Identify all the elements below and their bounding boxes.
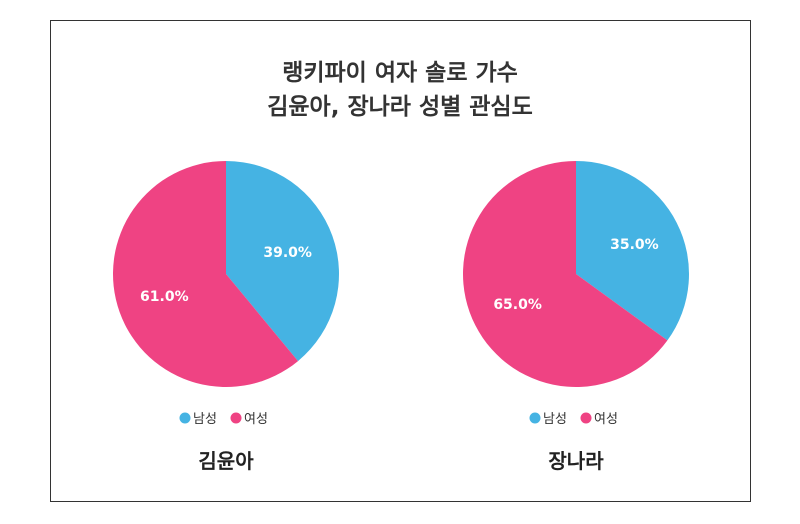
legend-label[interactable]: 여성 [244, 412, 268, 427]
legend-marker [529, 412, 541, 424]
pie-slice-1-1[interactable] [226, 161, 339, 362]
title-line-1: 랭키파이 여자 솔로 가수 [282, 60, 518, 86]
legend-marker [179, 412, 191, 424]
chart-title: 랭키파이 여자 솔로 가수 김윤아, 장나라 성별 관심도 [0, 56, 800, 124]
pie-slice-2-1[interactable] [576, 161, 689, 341]
legend-label[interactable]: 여성 [594, 412, 618, 427]
chart-frame [50, 20, 751, 502]
legend-label[interactable]: 남성 [543, 412, 567, 427]
data-label: 61.0% [140, 289, 189, 305]
legend-marker [230, 412, 242, 424]
data-label: 39.0% [263, 245, 312, 261]
pie-title: 김윤아 [198, 449, 254, 473]
legend-marker [580, 412, 592, 424]
data-label: 35.0% [610, 237, 659, 253]
pie-slice-1-2[interactable] [112, 161, 299, 387]
title-line-2: 김윤아, 장나라 성별 관심도 [267, 94, 533, 120]
pie-title: 장나라 [548, 449, 604, 473]
pie-slice-2-2[interactable] [463, 161, 668, 387]
legend-label[interactable]: 남성 [193, 412, 217, 427]
data-label: 65.0% [493, 297, 542, 313]
